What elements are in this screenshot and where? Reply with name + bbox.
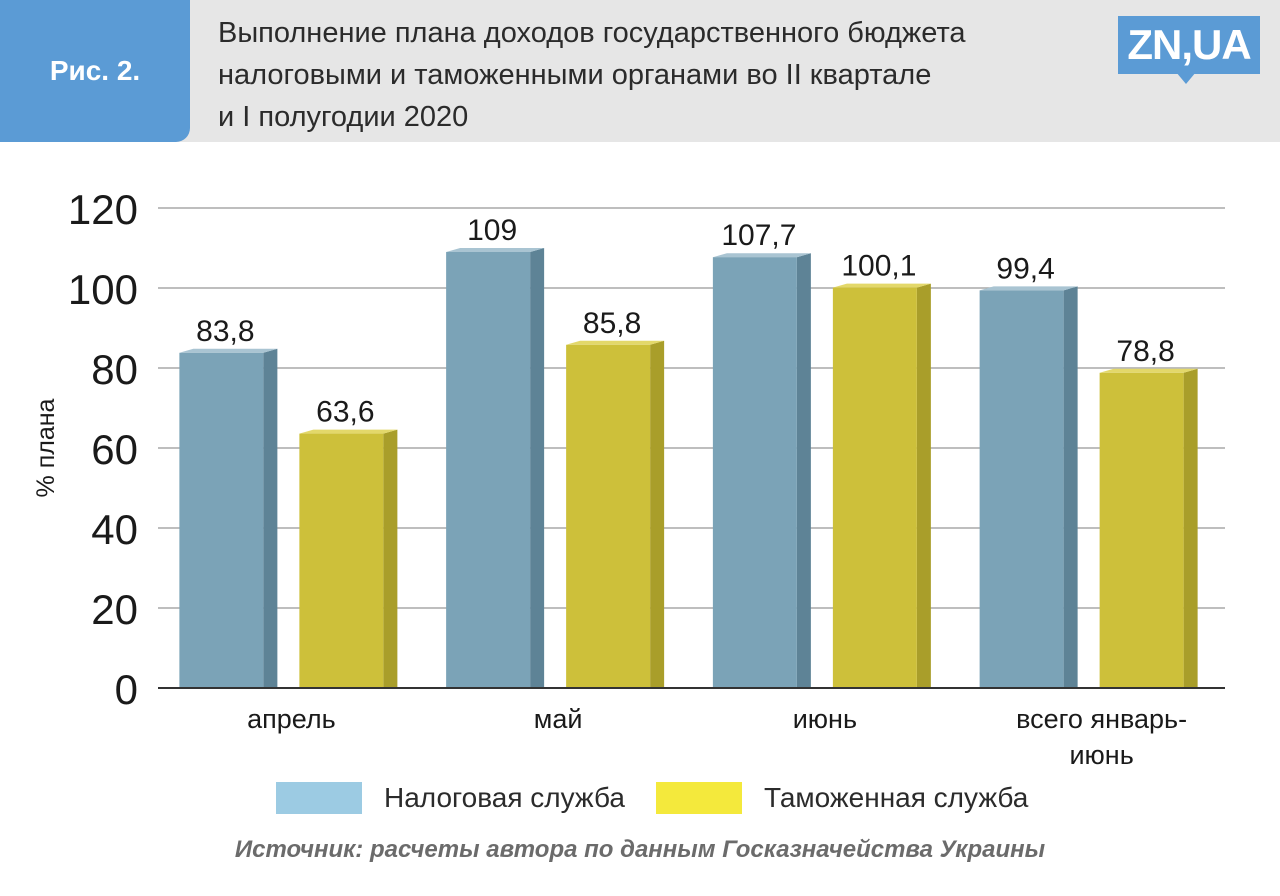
legend-swatch-customs [656, 782, 742, 814]
bar [179, 352, 264, 688]
x-tick-label: всего январь- [1016, 704, 1187, 734]
title-line: Выполнение плана доходов государственног… [218, 17, 966, 49]
header-band [0, 0, 1280, 142]
bar-side [916, 283, 931, 688]
bar-side [530, 248, 545, 688]
figure-label: Рис. 2. [49, 55, 141, 86]
bar [832, 287, 917, 688]
zn-ua-logo: ZN,UA [1118, 16, 1260, 74]
bar-side [263, 348, 278, 688]
title-line: налоговыми и таможенными органами во II … [218, 59, 932, 91]
y-tick-label: 100 [68, 266, 138, 313]
y-tick-label: 0 [115, 666, 138, 713]
figure-label-box [0, 0, 190, 142]
legend-item-customs: Таможенная служба [656, 770, 1028, 826]
x-tick-label: апрель [247, 704, 336, 734]
y-tick-label: 40 [91, 506, 138, 553]
data-label: 85,8 [583, 307, 641, 340]
chart-legend: Налоговая служба Таможенная служба [0, 770, 1280, 826]
data-label: 78,8 [1116, 335, 1174, 368]
data-label: 83,8 [196, 315, 254, 348]
bar-side [1183, 368, 1198, 688]
bar-side [383, 429, 398, 688]
y-tick-label: 60 [91, 426, 138, 473]
bar [1099, 372, 1184, 688]
bar-side [650, 340, 665, 688]
bar-side [796, 253, 811, 688]
x-tick-label: май [534, 704, 583, 734]
data-label: 63,6 [316, 396, 374, 429]
bar-top [712, 253, 811, 258]
x-tick-label: июнь [1069, 740, 1133, 770]
legend-swatch-tax [276, 782, 362, 814]
logo-tail-icon [1176, 72, 1196, 84]
bar-top [1099, 368, 1198, 373]
legend-label-customs: Таможенная служба [764, 782, 1029, 813]
bar [299, 433, 384, 688]
data-label: 107,7 [721, 219, 796, 252]
bar-top [446, 248, 545, 252]
bar [712, 257, 797, 688]
bar-side [1063, 286, 1078, 688]
y-axis-label: % плана [32, 398, 60, 497]
y-tick-label: 80 [91, 346, 138, 393]
title-line: и I полугодии 2020 [218, 101, 469, 133]
legend-item-tax: Налоговая служба [276, 770, 625, 826]
bar [979, 290, 1064, 688]
bar-top [299, 429, 398, 434]
data-label: 99,4 [996, 252, 1054, 285]
bar-top [832, 283, 931, 288]
y-tick-label: 20 [91, 586, 138, 633]
bar-chart: 0 20 40 60 80 100 120 % плана 83,8 63,6 апрель 109 8… [32, 186, 1225, 770]
data-label: 109 [467, 214, 517, 247]
x-tick-label: июнь [793, 704, 857, 734]
bar-top [179, 348, 278, 353]
bar [446, 252, 531, 688]
data-label: 100,1 [841, 250, 916, 283]
bar [566, 344, 651, 688]
bar-top [979, 286, 1078, 291]
y-tick-label: 120 [68, 186, 138, 233]
source-note: Источник: расчеты автора по данным Госка… [234, 836, 1046, 863]
bar-top [566, 340, 665, 345]
chart-title: Выполнение плана доходов государственног… [218, 12, 1078, 138]
legend-label-tax: Налоговая служба [384, 782, 625, 813]
